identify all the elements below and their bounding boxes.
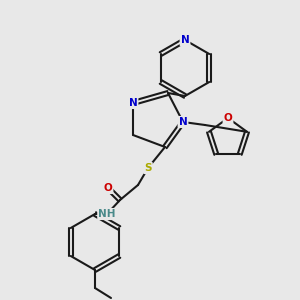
Text: N: N [129,98,137,108]
Text: S: S [144,163,152,173]
Text: NH: NH [98,209,116,219]
Text: O: O [224,113,232,123]
Text: N: N [181,35,189,45]
Text: N: N [178,117,188,127]
Text: O: O [103,183,112,193]
